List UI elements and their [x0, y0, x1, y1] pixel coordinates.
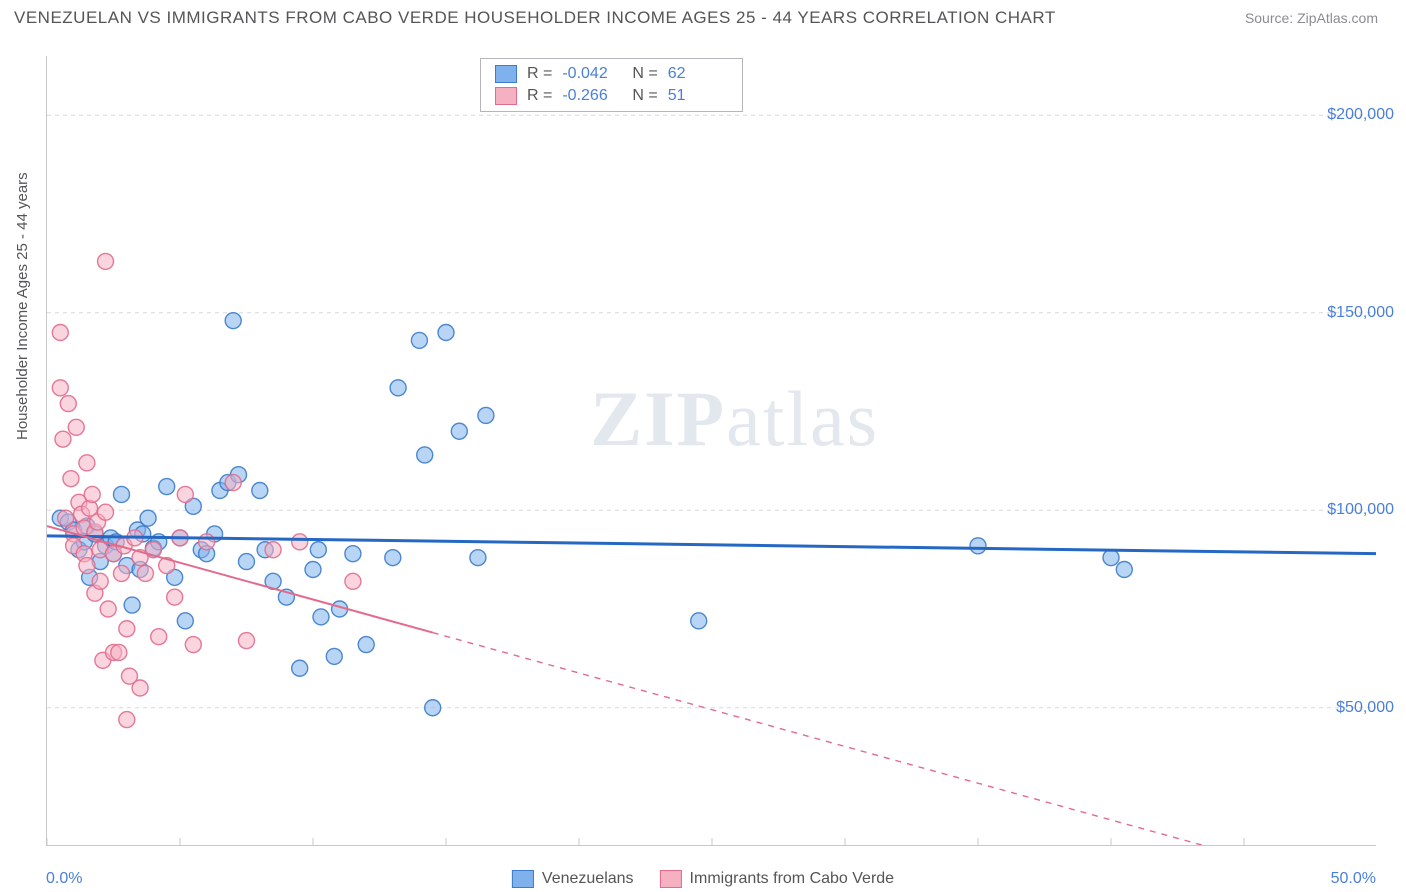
legend-item: Immigrants from Cabo Verde [660, 870, 895, 888]
stats-row: R = -0.042 N = 62 [481, 63, 742, 85]
legend: Venezuelans Immigrants from Cabo Verde [512, 870, 894, 888]
source-attribution: Source: ZipAtlas.com [1245, 10, 1378, 26]
y-tick-label: $150,000 [1327, 304, 1394, 322]
stat-r-value: -0.042 [562, 65, 622, 83]
legend-label: Venezuelans [542, 870, 634, 888]
chart-svg [47, 56, 1376, 845]
y-axis-label: Householder Income Ages 25 - 44 years [14, 172, 31, 440]
series-swatch [495, 87, 517, 105]
stat-r-value: -0.266 [562, 87, 622, 105]
y-tick-label: $100,000 [1327, 501, 1394, 519]
legend-label: Immigrants from Cabo Verde [690, 870, 895, 888]
stat-n-value: 51 [668, 87, 728, 105]
stat-n-label: N = [632, 65, 657, 83]
x-axis-end-label: 50.0% [1331, 870, 1376, 888]
stat-n-label: N = [632, 87, 657, 105]
chart-title: VENEZUELAN VS IMMIGRANTS FROM CABO VERDE… [14, 8, 1056, 28]
chart-plot-area: ZIPatlas [46, 56, 1376, 846]
series-swatch [512, 870, 534, 888]
stat-r-label: R = [527, 87, 552, 105]
stat-n-value: 62 [668, 65, 728, 83]
x-axis-start-label: 0.0% [46, 870, 82, 888]
stat-r-label: R = [527, 65, 552, 83]
y-tick-label: $50,000 [1336, 699, 1394, 717]
legend-item: Venezuelans [512, 870, 634, 888]
series-swatch [495, 65, 517, 83]
stats-row: R = -0.266 N = 51 [481, 85, 742, 107]
series-swatch [660, 870, 682, 888]
y-tick-label: $200,000 [1327, 106, 1394, 124]
correlation-stats-box: R = -0.042 N = 62 R = -0.266 N = 51 [480, 58, 743, 112]
